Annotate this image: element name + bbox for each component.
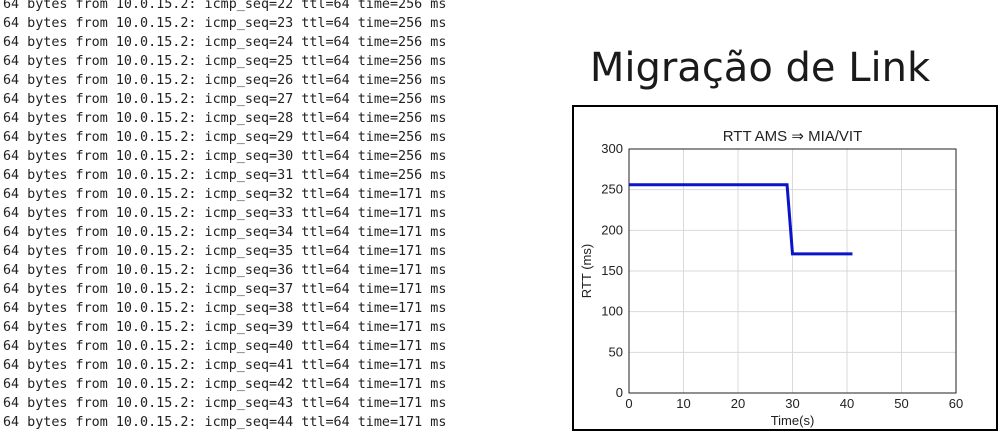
y-axis-label: RTT (ms) [579, 244, 594, 298]
x-tick-label: 20 [731, 396, 745, 411]
x-tick-label: 0 [625, 396, 632, 411]
tick-layer: 0 10 20 30 40 50 60 0 50 100 150 200 250 300 [601, 141, 963, 411]
y-tick-label: 0 [616, 385, 623, 400]
plot-area [628, 148, 957, 394]
terminal-line: 64 bytes from 10.0.15.2: icmp_seq=36 ttl… [3, 263, 447, 278]
terminal-line: 64 bytes from 10.0.15.2: icmp_seq=25 ttl… [3, 54, 447, 69]
terminal-line: 64 bytes from 10.0.15.2: icmp_seq=24 ttl… [3, 35, 447, 50]
terminal-line: 64 bytes from 10.0.15.2: icmp_seq=29 ttl… [3, 130, 447, 145]
terminal-line: 64 bytes from 10.0.15.2: icmp_seq=30 ttl… [3, 149, 447, 164]
terminal-line: 64 bytes from 10.0.15.2: icmp_seq=44 ttl… [3, 415, 447, 430]
terminal-line: 64 bytes from 10.0.15.2: icmp_seq=26 ttl… [3, 73, 447, 88]
y-tick-label: 300 [601, 141, 623, 156]
terminal-line: 64 bytes from 10.0.15.2: icmp_seq=42 ttl… [3, 377, 447, 392]
terminal-line: 64 bytes from 10.0.15.2: icmp_seq=35 ttl… [3, 244, 447, 259]
terminal-line: 64 bytes from 10.0.15.2: icmp_seq=41 ttl… [3, 358, 447, 373]
terminal-line: 64 bytes from 10.0.15.2: icmp_seq=27 ttl… [3, 92, 447, 107]
y-tick-label: 250 [601, 182, 623, 197]
terminal-line: 64 bytes from 10.0.15.2: icmp_seq=34 ttl… [3, 225, 447, 240]
x-tick-label: 40 [840, 396, 854, 411]
x-tick-label: 30 [785, 396, 799, 411]
x-tick-label: 50 [894, 396, 908, 411]
y-tick-label: 200 [601, 222, 623, 237]
terminal-line: 64 bytes from 10.0.15.2: icmp_seq=38 ttl… [3, 301, 447, 316]
terminal-line: 64 bytes from 10.0.15.2: icmp_seq=32 ttl… [3, 187, 447, 202]
terminal-line: 64 bytes from 10.0.15.2: icmp_seq=39 ttl… [3, 320, 447, 335]
x-tick-label: 10 [676, 396, 690, 411]
x-tick-label: 60 [949, 396, 963, 411]
series-layer [629, 183, 853, 256]
y-tick-label: 100 [601, 304, 623, 319]
terminal-line: 64 bytes from 10.0.15.2: icmp_seq=40 ttl… [3, 339, 447, 354]
terminal-line: 64 bytes from 10.0.15.2: icmp_seq=43 ttl… [3, 396, 447, 411]
terminal-line: 64 bytes from 10.0.15.2: icmp_seq=28 ttl… [3, 111, 447, 126]
terminal-line: 64 bytes from 10.0.15.2: icmp_seq=33 ttl… [3, 206, 447, 221]
chart-svg: RTT AMS ⇒ MIA/VIT Time(s) RTT (ms) 0 10 20… [579, 128, 963, 428]
slide-title: Migração de Link [589, 45, 931, 91]
terminal-line: 64 bytes from 10.0.15.2: icmp_seq=22 ttl… [3, 0, 447, 12]
rtt-series-line [629, 183, 853, 256]
terminal-line: 64 bytes from 10.0.15.2: icmp_seq=31 ttl… [3, 168, 447, 183]
terminal-line: 64 bytes from 10.0.15.2: icmp_seq=23 ttl… [3, 16, 447, 31]
y-tick-label: 50 [609, 344, 623, 359]
chart-title: RTT AMS ⇒ MIA/VIT [723, 128, 863, 145]
y-tick-label: 150 [601, 263, 623, 278]
x-axis-label: Time(s) [771, 413, 815, 428]
rtt-chart: RTT AMS ⇒ MIA/VIT Time(s) RTT (ms) 0 10 20… [572, 105, 998, 431]
terminal-output: 64 bytes from 10.0.15.2: icmp_seq=22 ttl… [3, 0, 447, 430]
terminal-line: 64 bytes from 10.0.15.2: icmp_seq=37 ttl… [3, 282, 447, 297]
